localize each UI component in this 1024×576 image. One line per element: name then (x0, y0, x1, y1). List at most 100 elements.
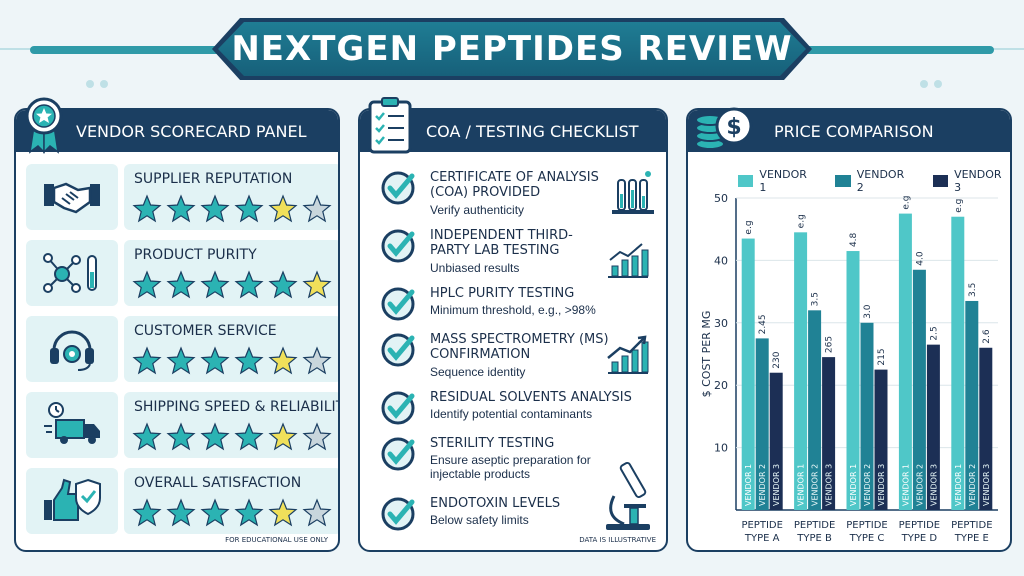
bar-value-label: 215 (877, 348, 887, 365)
bar-inner-label: VENDOR 2 (811, 464, 820, 506)
bar-value-label: 2.45 (758, 314, 768, 334)
star-icon (132, 346, 162, 375)
checklist-item-subtitle: Sequence identity (430, 365, 526, 379)
scorecard-panel: VENDOR SCORECARD PANEL SUPPLIER REPUTATI… (14, 108, 340, 552)
checklist-item-subtitle: Ensure aseptic preparation for injectabl… (430, 453, 591, 481)
score-row: OVERALL SATISFACTION (26, 468, 338, 534)
checklist-item-title: STERILITY TESTING (430, 436, 555, 451)
checklist-item-title: HPLC PURITY TESTING (430, 286, 575, 301)
star-icon (132, 270, 162, 299)
score-label: SHIPPING SPEED & RELIABILITY (134, 399, 340, 415)
bar-inner-label: VENDOR 1 (744, 464, 753, 506)
checklist-panel: COA / TESTING CHECKLIST CERTIFICATE OF A… (358, 108, 668, 552)
y-tick-label: 50 (714, 192, 728, 205)
bar-inner-label: VENDOR 3 (929, 464, 938, 506)
checklist-item-title: INDEPENDENT THIRD-PARTY LAB TESTING (430, 228, 573, 258)
headset-icon (26, 316, 118, 382)
bar (741, 238, 755, 510)
bar (755, 338, 769, 510)
star-icon (166, 422, 196, 451)
bar-inner-label: VENDOR 2 (915, 464, 924, 506)
star-icon (132, 422, 162, 451)
molecule-icon (26, 240, 118, 306)
bar-value-label: 230 (772, 351, 782, 368)
bar-value-label: 4.0 (915, 251, 925, 266)
x-tick-label: TYPE E (954, 533, 989, 544)
star-icon (166, 270, 196, 299)
checklist-item-title: MASS SPECTROMETRY (MS) CONFIRMATION (430, 332, 609, 362)
bar-inner-label: VENDOR 1 (901, 464, 910, 506)
score-card: SUPPLIER REPUTATION (124, 164, 338, 230)
legend-swatch (932, 175, 949, 187)
bar-value-label: e.g (954, 199, 964, 213)
price-header-label: PRICE COMPARISON (774, 121, 934, 141)
coin-stack-icon: $ (694, 96, 753, 156)
legend-label: VENDOR 2 (856, 168, 905, 194)
score-row: SHIPPING SPEED & RELIABILITY (26, 392, 340, 458)
star-icon (302, 270, 332, 299)
delivery-truck-icon (26, 392, 118, 458)
star-icon (302, 498, 332, 527)
svg-text:$: $ (726, 115, 741, 140)
award-ribbon-icon (24, 96, 72, 156)
legend-swatch (835, 175, 851, 187)
bar-inner-label: VENDOR 1 (954, 464, 963, 506)
legend-label: VENDOR 1 (759, 168, 807, 194)
score-row: SUPPLIER REPUTATION (26, 164, 338, 230)
legend-label: VENDOR 3 (954, 168, 1002, 194)
star-icon (268, 346, 298, 375)
bar (874, 369, 888, 510)
banner-wing-left (30, 46, 220, 54)
bar (846, 251, 860, 510)
bar (912, 269, 926, 510)
checklist-item-subtitle: Unbiased results (430, 261, 520, 275)
star-icon (132, 194, 162, 223)
bar (860, 322, 874, 510)
checklist-item-subtitle: Identify potential contaminants (430, 407, 593, 421)
price-chart: 10 20 30 40 50 $ COST PER MG e.g VENDOR 1 2.45 VE… (700, 192, 998, 544)
bar-inner-label: VENDOR 2 (863, 464, 872, 506)
legend-item: VENDOR 3 (932, 168, 1010, 194)
star-icon (132, 498, 162, 527)
bar (769, 372, 783, 510)
checkmark-icon (381, 171, 415, 205)
star-icon (200, 194, 230, 223)
star-rating (132, 194, 332, 224)
legend-item: VENDOR 2 (835, 168, 912, 194)
score-card: CUSTOMER SERVICE (124, 316, 338, 382)
checklist-footnote: DATA IS ILLUSTRATIVE (579, 536, 656, 544)
star-icon (268, 194, 298, 223)
x-tick-label: PEPTIDE (846, 520, 887, 531)
background-dot (920, 80, 928, 88)
bar-inner-label: VENDOR 2 (758, 464, 767, 506)
x-tick-label: TYPE A (744, 533, 780, 544)
x-tick-label: PEPTIDE (794, 520, 835, 531)
checkmark-icon (381, 229, 415, 263)
star-icon (234, 346, 264, 375)
checklist-item-subtitle: Minimum threshold, e.g., >98% (430, 303, 596, 317)
checklist-item-subtitle: Below safety limits (430, 513, 529, 527)
bar-inner-label: VENDOR 1 (797, 464, 806, 506)
score-label: CUSTOMER SERVICE (134, 323, 277, 339)
bar (822, 357, 836, 510)
title-banner: NEXTGEN PEPTIDES REVIEW (218, 22, 806, 76)
score-card: SHIPPING SPEED & RELIABILITY (124, 392, 340, 458)
star-icon (268, 422, 298, 451)
scorecard-header-label: VENDOR SCORECARD PANEL (76, 121, 307, 141)
x-tick-label: TYPE C (849, 533, 885, 544)
thumbs-up-icon (26, 468, 118, 534)
bar (965, 300, 979, 510)
star-rating (132, 346, 332, 376)
test-tubes-icon (612, 171, 654, 214)
score-row: PRODUCT PURITY (26, 240, 338, 306)
bar-inner-label: VENDOR 1 (849, 464, 858, 506)
bar-inner-label: VENDOR 3 (825, 464, 834, 506)
bar-value-label: e.g (744, 220, 754, 234)
bar-inner-label: VENDOR 2 (968, 464, 977, 506)
bar-value-label: 3.0 (863, 304, 873, 319)
star-icon (234, 270, 264, 299)
star-icon (166, 194, 196, 223)
star-icon (302, 346, 332, 375)
x-tick-label: PEPTIDE (741, 520, 782, 531)
score-label: SUPPLIER REPUTATION (134, 171, 293, 187)
